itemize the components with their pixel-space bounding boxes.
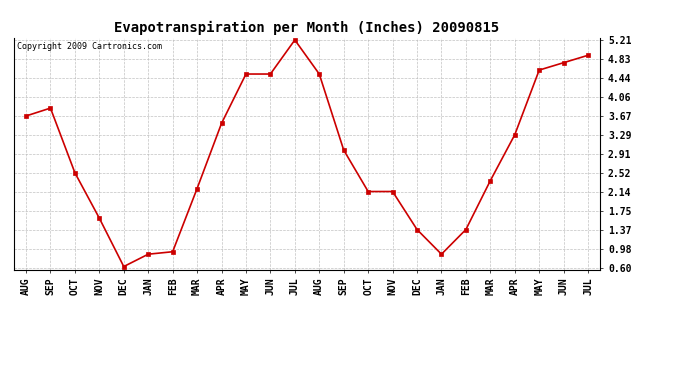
Text: Copyright 2009 Cartronics.com: Copyright 2009 Cartronics.com: [17, 42, 161, 51]
Title: Evapotranspiration per Month (Inches) 20090815: Evapotranspiration per Month (Inches) 20…: [115, 21, 500, 35]
